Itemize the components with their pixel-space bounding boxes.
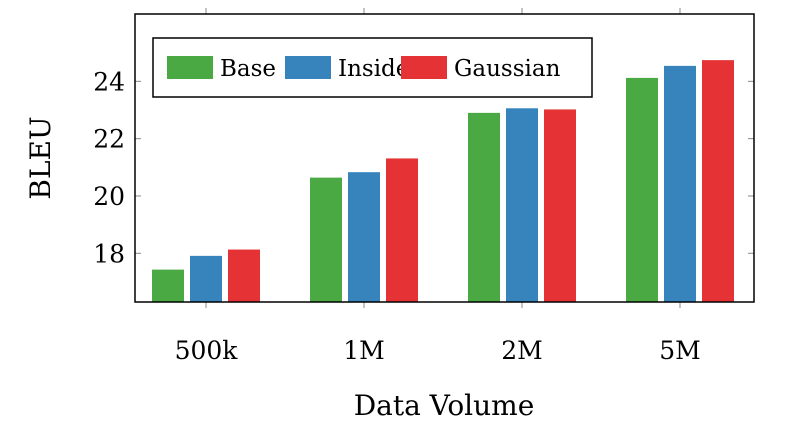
bar-inside-1M xyxy=(348,172,380,302)
x-tick-label: 5M xyxy=(659,336,701,365)
bar-base-5M xyxy=(626,77,658,302)
bar-inside-2M xyxy=(506,108,538,302)
bar-base-2M xyxy=(468,112,500,303)
legend-box xyxy=(152,37,593,98)
x-tick-label: 500k xyxy=(175,336,239,365)
legend-label-base: Base xyxy=(220,56,276,82)
x-axis-title: Data Volume xyxy=(354,389,535,422)
y-tick-label: 18 xyxy=(93,239,125,268)
legend-label-inside: Inside xyxy=(338,56,409,82)
bar-base-1M xyxy=(310,177,342,302)
bar-gaussian-2M xyxy=(544,109,576,302)
x-tick-label: 2M xyxy=(501,336,543,365)
legend-swatch-base xyxy=(167,56,213,79)
bar-inside-500k xyxy=(190,255,222,302)
legend: Base Inside Gaussian xyxy=(152,37,593,98)
y-axis-title: BLEU xyxy=(24,116,57,199)
bar-inside-5M xyxy=(664,65,696,303)
plot-frame xyxy=(134,13,755,303)
bar-gaussian-5M xyxy=(702,60,734,302)
y-tick-label: 22 xyxy=(93,125,125,154)
bar-gaussian-1M xyxy=(386,158,418,302)
bar-gaussian-500k xyxy=(228,249,260,302)
ticks-group: 500k 1M 2M 5M 18 20 22 24 xyxy=(93,8,754,365)
bar-base-500k xyxy=(152,269,184,302)
y-tick-label: 20 xyxy=(93,182,125,211)
legend-swatch-gaussian xyxy=(401,56,447,79)
x-tick-label: 1M xyxy=(343,336,385,365)
legend-label-gaussian: Gaussian xyxy=(454,56,561,82)
bars-group xyxy=(152,60,734,303)
legend-swatch-inside xyxy=(285,56,331,79)
y-tick-label: 24 xyxy=(93,67,125,96)
